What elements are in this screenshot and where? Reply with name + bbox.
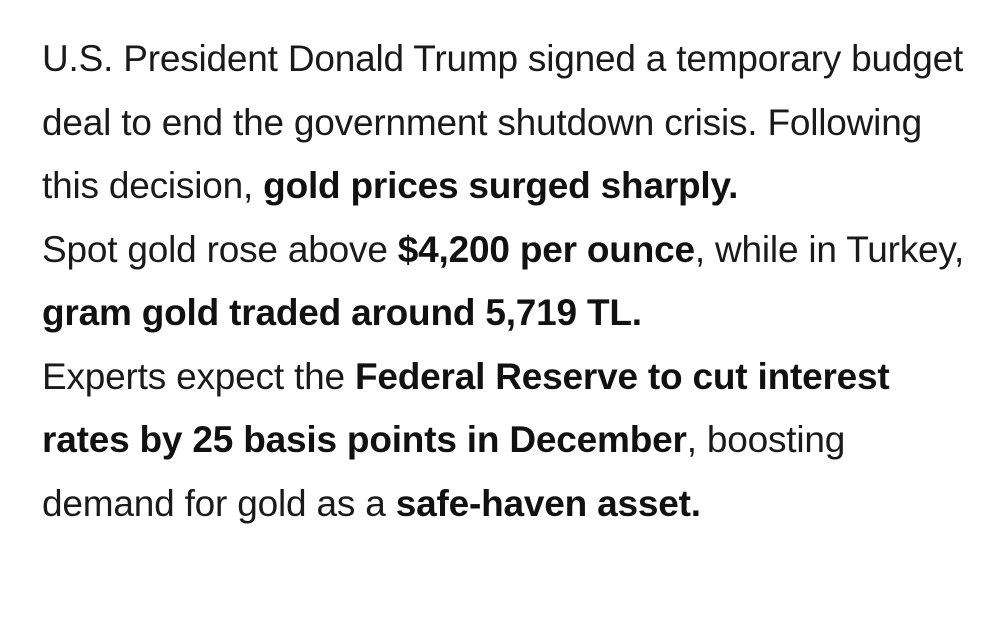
paragraph-fed: Experts expect the Federal Reserve to cu… — [42, 345, 982, 536]
highlight-spot-price: $4,200 per ounce — [397, 228, 695, 270]
text-segment: Experts expect the — [42, 355, 355, 397]
highlight-fed-cut: Federal Reserve to cut interest rates by… — [42, 355, 890, 461]
article-body: U.S. President Donald Trump signed a tem… — [42, 27, 982, 535]
highlight-safe-haven: safe-haven asset. — [395, 482, 701, 524]
text-segment: , while in Turkey, — [694, 228, 965, 270]
paragraph-shutdown: U.S. President Donald Trump signed a tem… — [42, 27, 982, 218]
highlight-gram-gold: gram gold traded around 5,719 TL. — [42, 292, 642, 333]
text-segment: Spot gold rose above — [42, 228, 398, 270]
highlight-gold-surge: gold prices surged sharply. — [263, 165, 739, 206]
text-segment: U.S. President Donald Trump signed a tem… — [42, 38, 964, 206]
paragraph-prices: Spot gold rose above $4,200 per ounce, w… — [42, 218, 982, 345]
text-segment: , boosting demand for gold as a — [42, 419, 846, 524]
